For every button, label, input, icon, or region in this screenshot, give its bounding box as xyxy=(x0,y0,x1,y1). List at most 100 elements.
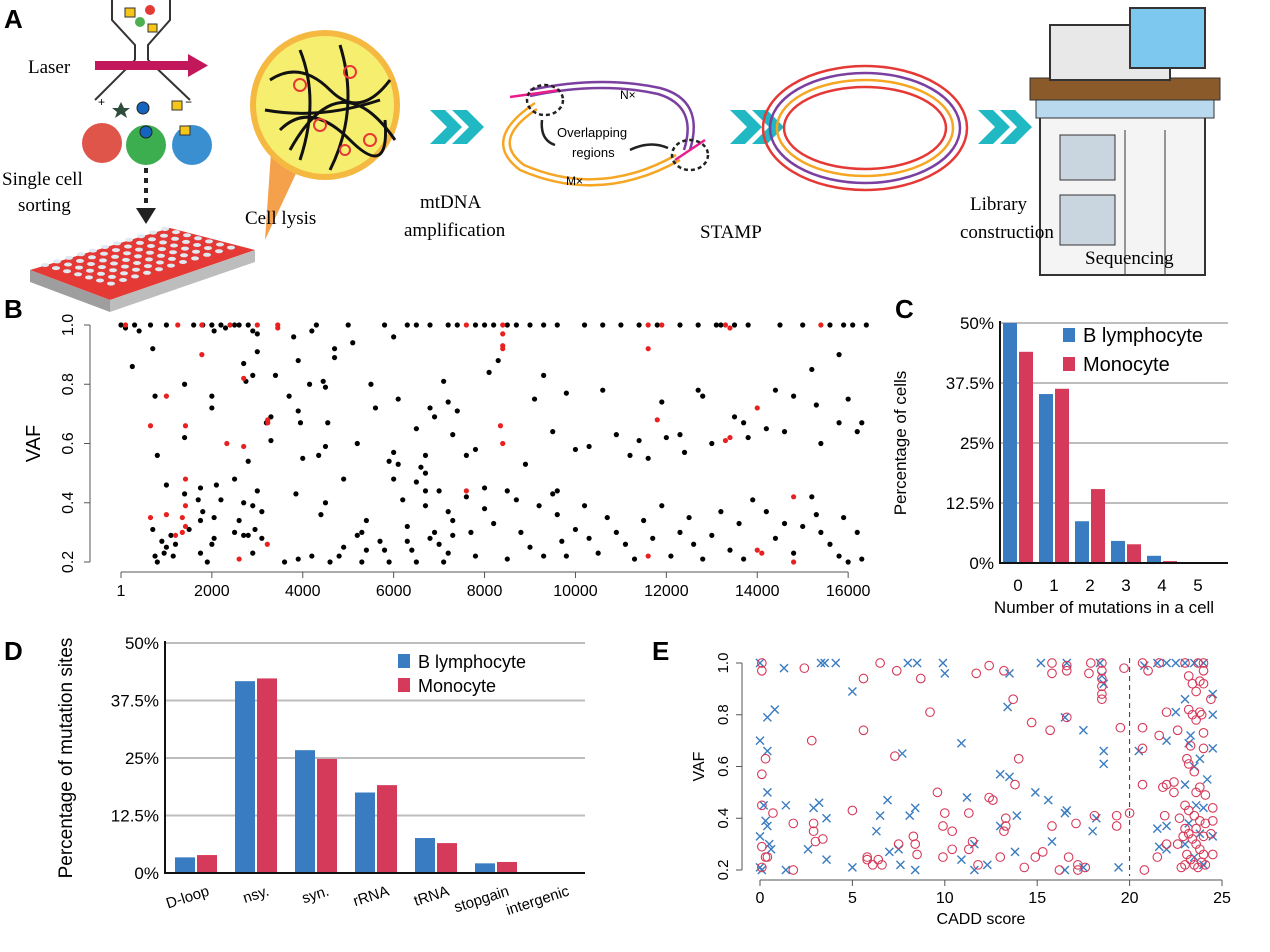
data-point xyxy=(677,322,683,328)
stamp-label: STAMP xyxy=(700,222,762,243)
data-point xyxy=(450,432,456,438)
data-point xyxy=(554,488,560,494)
data-point-circle xyxy=(1045,725,1055,736)
data-point xyxy=(791,550,797,556)
y-tick-label: 0.4 xyxy=(715,808,732,829)
data-point xyxy=(659,503,665,509)
data-point xyxy=(331,346,338,352)
data-point-circle xyxy=(915,673,926,684)
legend-swatch xyxy=(398,678,410,692)
data-point xyxy=(581,503,588,509)
data-point-cross xyxy=(1095,658,1105,668)
data-point-circle xyxy=(1194,815,1205,826)
plate-well xyxy=(181,246,189,251)
sorting-label: Single cell sorting xyxy=(2,169,87,216)
plate-well xyxy=(124,244,132,249)
data-point xyxy=(522,461,529,467)
data-point-cross xyxy=(1162,736,1172,746)
bar-monocyte xyxy=(1127,544,1141,563)
data-point-circle xyxy=(939,808,950,818)
data-point-circle xyxy=(1097,694,1107,705)
data-point-circle xyxy=(1191,715,1201,725)
data-point xyxy=(181,491,188,497)
y-tick-label: 1.0 xyxy=(60,314,77,336)
data-point-cross xyxy=(1208,743,1218,753)
plate-well xyxy=(149,230,157,235)
data-point xyxy=(695,322,701,328)
data-point xyxy=(727,325,733,331)
data-point-cross xyxy=(822,813,832,823)
data-point xyxy=(441,559,447,565)
data-point-cross xyxy=(759,800,769,810)
data-point-circle xyxy=(1191,823,1201,834)
data-point xyxy=(179,514,185,521)
y-tick-label: 25% xyxy=(125,749,159,768)
data-point-cross xyxy=(762,712,772,722)
data-point xyxy=(427,535,433,541)
data-point xyxy=(154,559,160,565)
data-point-cross xyxy=(1060,712,1070,722)
plate-well xyxy=(182,239,190,244)
data-point xyxy=(691,541,697,547)
data-point xyxy=(218,497,224,503)
data-point-circle xyxy=(1198,743,1209,754)
data-point-circle xyxy=(938,821,948,831)
bar-monocyte xyxy=(377,785,397,873)
data-point-cross xyxy=(875,811,885,821)
plate-well xyxy=(143,270,151,275)
x-tick-label: 10 xyxy=(936,890,954,907)
data-point xyxy=(354,440,360,447)
bar-b-lymphocyte xyxy=(235,681,255,873)
bar-monocyte xyxy=(197,855,217,873)
minus-label: − xyxy=(185,95,192,109)
plate-well xyxy=(145,257,153,262)
data-point xyxy=(741,556,747,562)
data-point xyxy=(245,322,251,328)
data-point xyxy=(163,511,170,518)
data-point xyxy=(595,550,601,556)
data-point xyxy=(754,547,760,553)
data-point xyxy=(791,393,797,399)
data-point-circle xyxy=(1183,805,1194,816)
x-tick-label: 3 xyxy=(1121,576,1130,595)
plate-well xyxy=(227,245,235,250)
data-point xyxy=(818,322,824,328)
data-point xyxy=(254,349,260,355)
data-point-circle xyxy=(847,805,858,816)
data-point xyxy=(131,322,138,328)
data-point xyxy=(504,556,510,562)
data-point-circle xyxy=(1097,673,1107,684)
data-point xyxy=(731,414,738,420)
data-point xyxy=(550,491,556,497)
data-point xyxy=(827,541,833,547)
data-point-cross xyxy=(956,855,966,865)
data-point xyxy=(268,437,274,444)
plate-well xyxy=(112,248,120,253)
x-tick-label: 1 xyxy=(1049,576,1058,595)
data-point-cross xyxy=(883,795,893,805)
data-point xyxy=(431,529,438,535)
y-tick-label: 0% xyxy=(969,554,994,573)
data-point xyxy=(209,322,215,328)
data-point xyxy=(504,488,510,494)
data-point-circle xyxy=(1137,722,1148,733)
legend-label: B lymphocyte xyxy=(418,652,526,672)
data-point-circle xyxy=(999,665,1009,676)
data-point xyxy=(668,553,674,559)
data-point xyxy=(368,381,374,387)
data-point-cross xyxy=(1099,759,1109,769)
data-point xyxy=(431,414,438,420)
data-point xyxy=(150,346,156,352)
data-point xyxy=(518,529,524,535)
plate-well xyxy=(41,263,49,267)
plate-well xyxy=(76,258,84,263)
plate-well xyxy=(180,253,188,258)
plate-well xyxy=(157,253,165,258)
data-point-cross xyxy=(847,862,857,872)
x-tick-label: 25 xyxy=(1213,890,1231,907)
data-point xyxy=(159,538,165,544)
chart-e-vaf-vs-cadd: 0.2 0.4 0.6 0.8 1.0 VAF 0 5 10 15 20 25 CADD score xyxy=(691,653,1231,928)
plate-well xyxy=(121,264,129,269)
